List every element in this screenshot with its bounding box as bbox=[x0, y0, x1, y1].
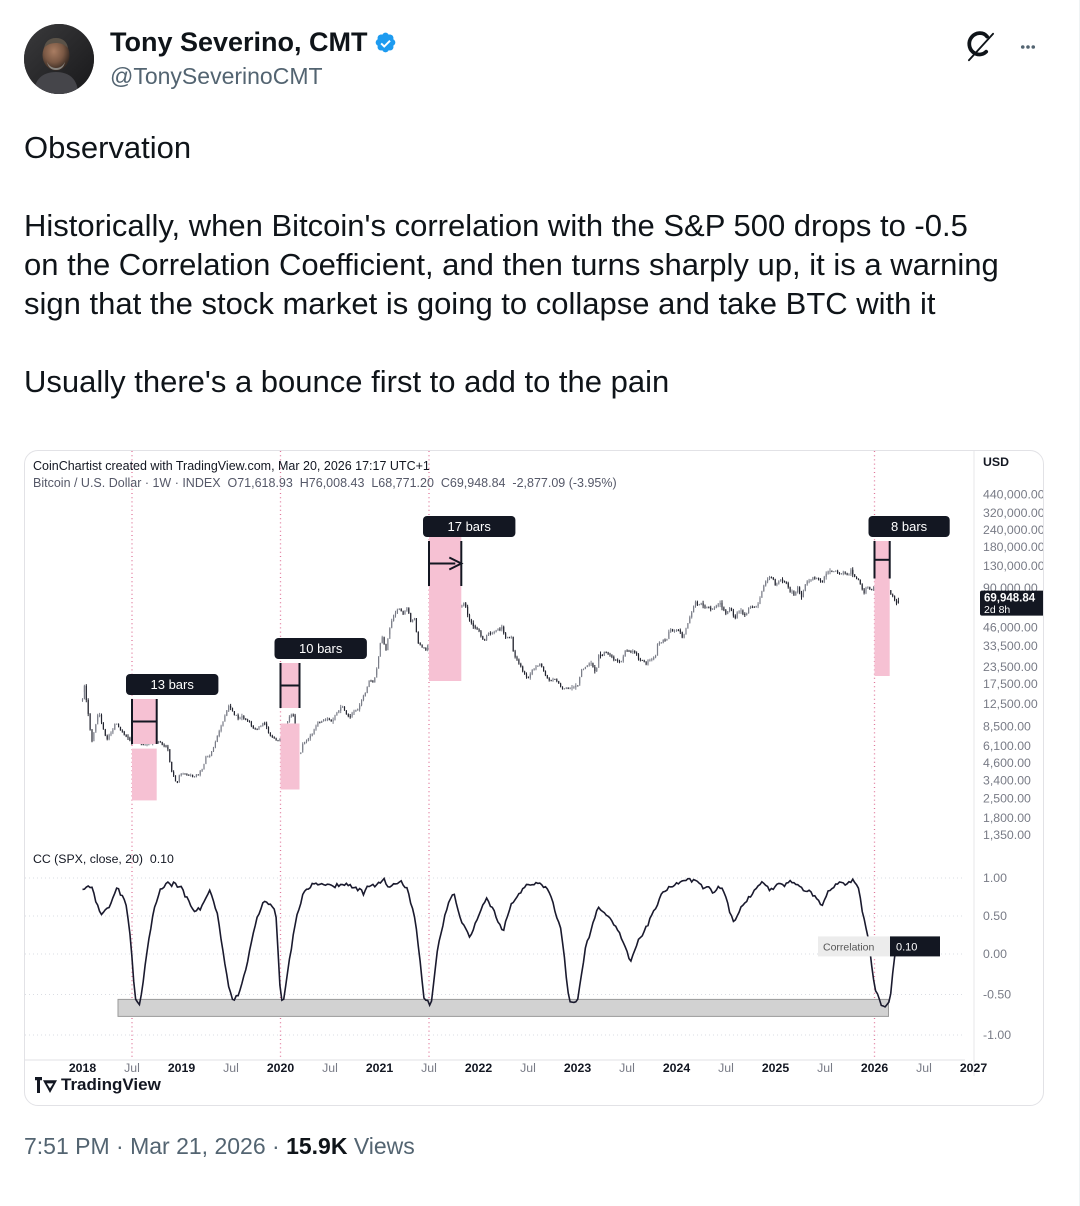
svg-text:-1.00: -1.00 bbox=[983, 1028, 1011, 1042]
svg-text:0.00: 0.00 bbox=[983, 947, 1007, 961]
svg-text:2d 8h: 2d 8h bbox=[984, 604, 1010, 616]
svg-text:-0.50: -0.50 bbox=[983, 988, 1011, 1002]
svg-text:2025: 2025 bbox=[762, 1061, 790, 1075]
svg-text:0.50: 0.50 bbox=[983, 909, 1007, 923]
svg-text:2020: 2020 bbox=[267, 1061, 295, 1075]
svg-text:2023: 2023 bbox=[564, 1061, 592, 1075]
svg-text:2,500.00: 2,500.00 bbox=[983, 792, 1031, 806]
svg-text:46,000.00: 46,000.00 bbox=[983, 620, 1038, 634]
svg-text:10 bars: 10 bars bbox=[299, 641, 343, 656]
svg-text:2026: 2026 bbox=[861, 1061, 889, 1075]
svg-text:Jul: Jul bbox=[520, 1061, 536, 1075]
svg-text:33,500.00: 33,500.00 bbox=[983, 639, 1038, 653]
svg-text:CC (SPX, close, 20) 0.10: CC (SPX, close, 20) 0.10 bbox=[33, 852, 174, 866]
svg-text:13 bars: 13 bars bbox=[151, 677, 195, 692]
svg-text:17,500.00: 17,500.00 bbox=[983, 677, 1038, 691]
svg-text:69,948.84: 69,948.84 bbox=[984, 593, 1036, 605]
svg-text:1.00: 1.00 bbox=[983, 871, 1007, 885]
svg-text:440,000.00: 440,000.00 bbox=[983, 487, 1044, 501]
svg-text:Jul: Jul bbox=[124, 1061, 140, 1075]
svg-text:Jul: Jul bbox=[619, 1061, 635, 1075]
svg-text:Jul: Jul bbox=[421, 1061, 437, 1075]
svg-text:6,100.00: 6,100.00 bbox=[983, 739, 1031, 753]
svg-text:130,000.00: 130,000.00 bbox=[983, 559, 1044, 573]
svg-text:Jul: Jul bbox=[718, 1061, 734, 1075]
svg-text:180,000.00: 180,000.00 bbox=[983, 540, 1044, 554]
svg-text:320,000.00: 320,000.00 bbox=[983, 506, 1044, 520]
svg-text:4,600.00: 4,600.00 bbox=[983, 756, 1031, 770]
svg-text:8 bars: 8 bars bbox=[891, 519, 928, 534]
svg-text:12,500.00: 12,500.00 bbox=[983, 697, 1038, 711]
svg-text:1,800.00: 1,800.00 bbox=[983, 811, 1031, 825]
svg-text:Jul: Jul bbox=[817, 1061, 833, 1075]
svg-text:USD: USD bbox=[983, 455, 1009, 469]
svg-text:2019: 2019 bbox=[168, 1061, 196, 1075]
svg-text:2024: 2024 bbox=[663, 1061, 691, 1075]
svg-text:2018: 2018 bbox=[69, 1061, 97, 1075]
svg-text:2021: 2021 bbox=[366, 1061, 394, 1075]
svg-text:2022: 2022 bbox=[465, 1061, 493, 1075]
svg-text:0.10: 0.10 bbox=[896, 941, 917, 953]
svg-text:240,000.00: 240,000.00 bbox=[983, 523, 1044, 537]
svg-text:1,350.00: 1,350.00 bbox=[983, 828, 1031, 842]
svg-text:Jul: Jul bbox=[223, 1061, 239, 1075]
svg-text:23,500.00: 23,500.00 bbox=[983, 660, 1038, 674]
svg-text:8,500.00: 8,500.00 bbox=[983, 720, 1031, 734]
svg-text:17 bars: 17 bars bbox=[448, 519, 492, 534]
svg-text:Jul: Jul bbox=[916, 1061, 932, 1075]
svg-text:Jul: Jul bbox=[322, 1061, 338, 1075]
svg-text:Correlation: Correlation bbox=[823, 941, 875, 953]
svg-text:2027: 2027 bbox=[960, 1061, 988, 1075]
svg-text:3,400.00: 3,400.00 bbox=[983, 774, 1031, 788]
